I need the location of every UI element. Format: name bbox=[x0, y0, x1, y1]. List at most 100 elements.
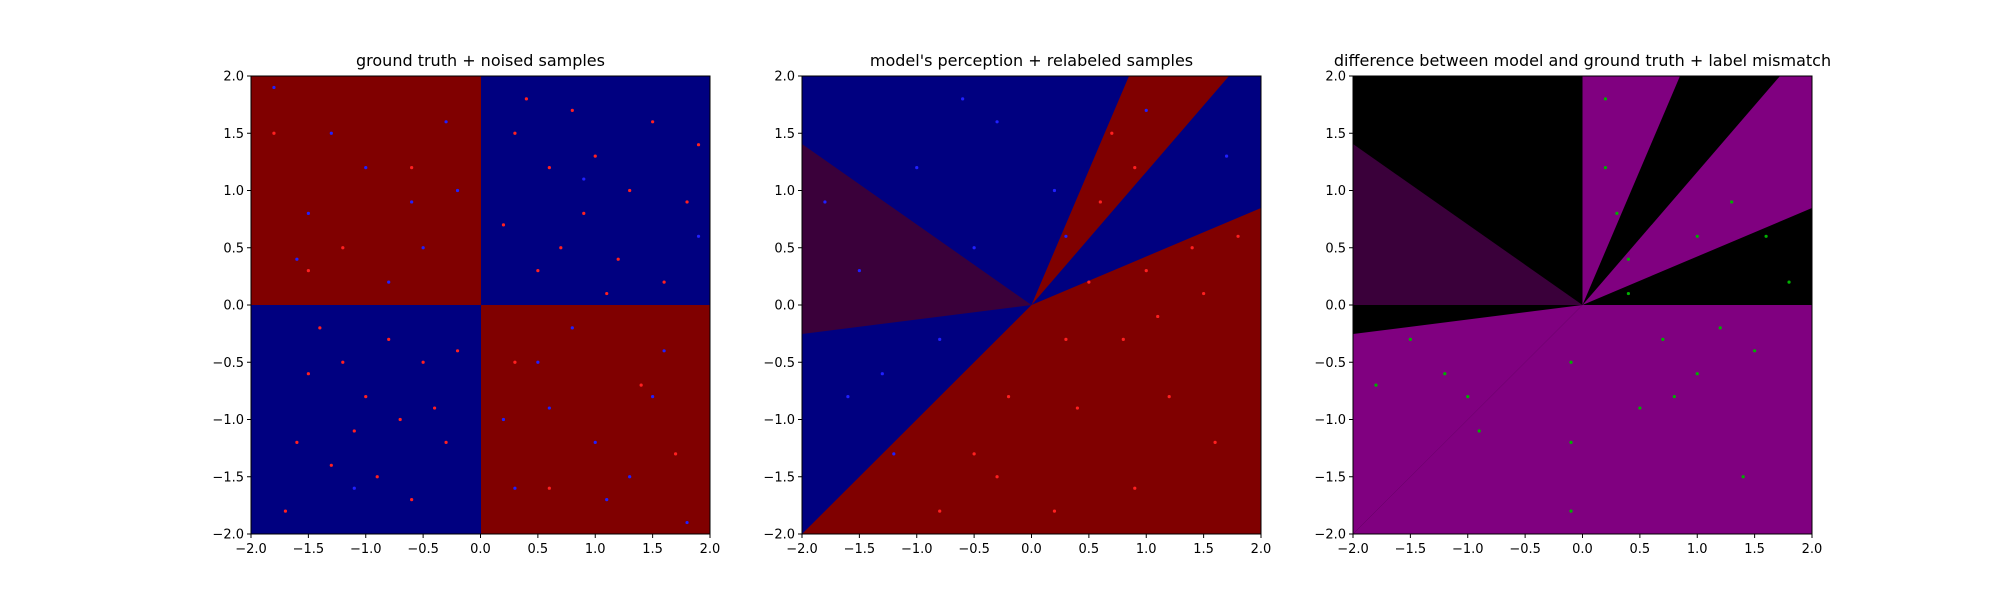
scatter-point-blue bbox=[938, 337, 942, 341]
scatter-point-blue bbox=[628, 475, 632, 479]
scatter-point-blue bbox=[662, 349, 666, 353]
scatter-point-green bbox=[1626, 291, 1630, 296]
scatter-point-red bbox=[1064, 337, 1068, 341]
scatter-point-blue bbox=[582, 177, 586, 181]
scatter-point-blue bbox=[880, 372, 884, 376]
quadrant-top-left bbox=[251, 76, 481, 305]
panel-2-points bbox=[823, 97, 1240, 513]
scatter-point-green bbox=[1477, 429, 1481, 433]
y-tick-label: 2.0 bbox=[1325, 70, 1346, 85]
scatter-point-red bbox=[1144, 269, 1148, 273]
quadrant-top-right bbox=[481, 76, 710, 305]
scatter-point-green bbox=[1603, 97, 1608, 101]
scatter-point-blue bbox=[1064, 234, 1068, 238]
x-tick-label: 1.0 bbox=[1136, 542, 1157, 557]
chart-panel-3: difference between model and ground trut… bbox=[1314, 51, 1831, 557]
scatter-point-blue bbox=[846, 395, 850, 399]
scatter-point-red bbox=[1213, 440, 1217, 444]
panel-3-ticks: −2.0 −1.5 −1.0 −0.5 0.0 0.5 1.0 1.5 2.0 −2.0 −1.5 −… bbox=[1314, 70, 1822, 558]
scatter-point-red bbox=[662, 280, 666, 284]
scatter-point-red bbox=[455, 349, 460, 353]
scatter-point-red bbox=[306, 372, 310, 376]
scatter-point-red bbox=[501, 223, 506, 227]
y-tick-label: −0.5 bbox=[212, 356, 244, 371]
mismatch-lower-right bbox=[1582, 305, 1812, 534]
scatter-point-blue bbox=[421, 246, 425, 250]
scatter-point-red bbox=[1006, 395, 1011, 399]
y-tick-label: −1.5 bbox=[212, 470, 244, 485]
scatter-point-red bbox=[375, 475, 379, 479]
x-tick-label: −1.5 bbox=[293, 542, 325, 557]
scatter-point-blue bbox=[685, 520, 689, 525]
x-tick-label: 1.5 bbox=[1193, 542, 1214, 557]
scatter-point-blue bbox=[501, 417, 506, 422]
panel-3-background bbox=[1353, 76, 1812, 534]
y-tick-label: 1.5 bbox=[1325, 127, 1346, 142]
scatter-point-red bbox=[364, 395, 368, 399]
scatter-point-green bbox=[1466, 395, 1470, 399]
scatter-point-blue bbox=[651, 395, 655, 399]
y-tick-label: −1.0 bbox=[212, 413, 244, 428]
scatter-point-red bbox=[639, 383, 643, 387]
scatter-point-red bbox=[673, 452, 678, 456]
scatter-point-blue bbox=[455, 188, 460, 193]
y-tick-label: −1.0 bbox=[763, 413, 795, 428]
scatter-point-red bbox=[387, 337, 391, 341]
scatter-point-green bbox=[1718, 326, 1722, 330]
scatter-point-green bbox=[1615, 211, 1619, 215]
scatter-point-green bbox=[1695, 372, 1699, 376]
scatter-point-green bbox=[1741, 475, 1745, 479]
x-tick-label: 1.0 bbox=[585, 542, 606, 557]
scatter-point-blue bbox=[410, 200, 414, 204]
scatter-point-red bbox=[547, 166, 551, 170]
scatter-point-blue bbox=[1052, 188, 1057, 193]
sector-red-lower bbox=[802, 208, 1261, 534]
scatter-point-blue bbox=[352, 486, 356, 490]
y-tick-label: −2.0 bbox=[1314, 528, 1346, 543]
panel-1-ticks: −2.0 −1.5 −1.0 −0.5 0.0 0.5 1.0 1.5 2.0 −2.0 −1.5 −… bbox=[212, 70, 720, 558]
x-tick-label: −0.5 bbox=[1509, 542, 1541, 557]
scatter-point-blue bbox=[915, 166, 919, 170]
y-tick-label: −1.0 bbox=[1314, 413, 1346, 428]
x-tick-label: 0.5 bbox=[1079, 542, 1100, 557]
x-tick-label: 1.5 bbox=[1744, 542, 1765, 557]
y-tick-label: 0.5 bbox=[223, 241, 244, 256]
mismatch-upper-right-b bbox=[1582, 76, 1812, 305]
x-tick-label: 1.0 bbox=[1687, 542, 1708, 557]
x-tick-label: 2.0 bbox=[1802, 542, 1823, 557]
y-tick-label: 0.0 bbox=[223, 299, 244, 314]
scatter-point-red bbox=[972, 452, 976, 456]
scatter-point-blue bbox=[295, 257, 299, 261]
x-tick-label: −1.5 bbox=[1395, 542, 1427, 557]
scatter-point-blue bbox=[1224, 154, 1229, 158]
panel-2-title: model's perception + relabeled samples bbox=[870, 51, 1193, 70]
scatter-point-red bbox=[1167, 395, 1171, 399]
scatter-point-red bbox=[1202, 291, 1206, 296]
panel-3-title: difference between model and ground trut… bbox=[1334, 51, 1831, 70]
scatter-point-red bbox=[329, 463, 333, 467]
scatter-point-blue bbox=[444, 120, 448, 124]
scatter-point-blue bbox=[272, 85, 276, 90]
y-tick-label: −2.0 bbox=[212, 528, 244, 543]
x-tick-label: −2.0 bbox=[235, 542, 267, 557]
quadrant-bottom-right bbox=[481, 305, 710, 534]
scatter-point-red bbox=[938, 509, 942, 513]
scatter-point-red bbox=[593, 154, 597, 158]
chart-panel-1: ground truth + noised samples −2.0 −1.5 −1… bbox=[212, 51, 720, 557]
scatter-point-red bbox=[410, 166, 414, 170]
scatter-point-green bbox=[1408, 337, 1412, 341]
scatter-point-green bbox=[1626, 257, 1630, 261]
scatter-point-blue bbox=[387, 280, 391, 284]
scatter-point-blue bbox=[857, 269, 861, 273]
y-tick-label: 0.5 bbox=[1325, 241, 1346, 256]
scatter-point-blue bbox=[547, 406, 551, 410]
y-tick-label: 1.0 bbox=[1325, 184, 1346, 199]
scatter-point-green bbox=[1374, 383, 1378, 387]
scatter-point-red bbox=[513, 360, 517, 364]
y-tick-label: −0.5 bbox=[1314, 356, 1346, 371]
x-tick-label: −2.0 bbox=[1337, 542, 1369, 557]
scatter-point-red bbox=[318, 326, 322, 330]
scatter-point-green bbox=[1787, 280, 1791, 284]
x-tick-label: 0.5 bbox=[1630, 542, 1651, 557]
